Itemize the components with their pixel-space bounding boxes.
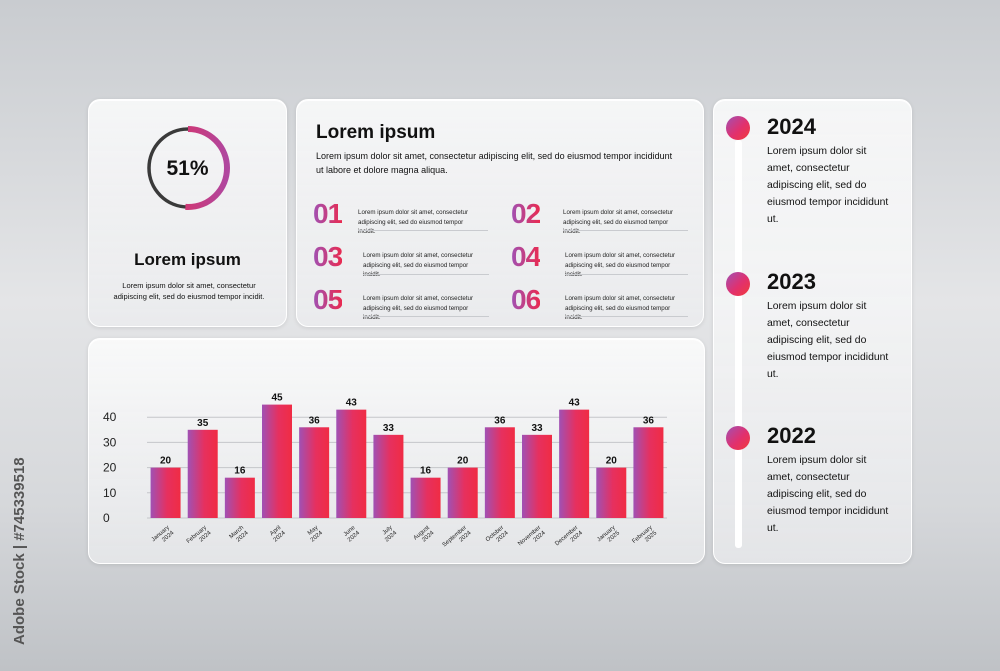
bar-value-label: 20	[160, 456, 172, 467]
timeline-line	[735, 140, 742, 548]
timeline-year: 2022	[767, 423, 816, 448]
item-divider	[565, 274, 688, 275]
y-tick-label: 40	[103, 410, 117, 424]
bar-value-label: 43	[346, 398, 358, 409]
bar-value-label: 45	[271, 393, 283, 404]
bar	[150, 467, 181, 518]
bar	[373, 434, 404, 518]
bar	[262, 404, 292, 518]
item-text-06: Lorem ipsum dolor sit amet, consectetur …	[565, 295, 676, 321]
bar	[596, 467, 627, 518]
item-divider	[363, 274, 489, 275]
x-tick-label: February2024	[186, 525, 213, 551]
x-tick-label: May2024	[305, 525, 324, 544]
bar-value-label: 20	[457, 456, 469, 467]
bar	[633, 427, 664, 518]
item-text-03: Lorem ipsum dolor sit amet, consectetur …	[363, 252, 474, 278]
x-tick-label: January2025	[596, 525, 621, 549]
timeline-text: Lorem ipsum dolor sit amet, consectetur …	[767, 146, 889, 225]
features-text: Lorem ipsum dolor sit amet, consectetur …	[316, 151, 673, 175]
x-tick-label: April2024	[268, 525, 287, 544]
stock-watermark-id: Adobe Stock | #745339518	[11, 457, 28, 645]
x-tick-label: August2024	[413, 525, 436, 547]
bar-value-label: 36	[643, 415, 655, 426]
bar-chart: 0 10 20 30 40 20 35 16 45 36 43 33 16 20 36 33 43 20 36 J…	[103, 393, 667, 554]
bar	[336, 409, 367, 518]
item-number-03: 03	[313, 241, 343, 272]
summary-text: Lorem ipsum dolor sit amet, consectetur …	[113, 281, 265, 301]
item-divider	[363, 316, 489, 317]
timeline-text: Lorem ipsum dolor sit amet, consectetur …	[767, 455, 889, 534]
bar	[484, 427, 515, 518]
x-tick-label: February2025	[631, 525, 658, 551]
x-tick-label: October2024	[485, 525, 510, 549]
bar-value-label: 36	[494, 415, 506, 426]
bar-value-label: 16	[420, 466, 432, 477]
progress-ring-fill	[146, 126, 230, 210]
bar	[559, 409, 590, 518]
x-tick-label: December2024	[554, 525, 584, 553]
item-number-01: 01	[313, 198, 343, 229]
bar-value-label: 35	[197, 418, 209, 429]
y-tick-label: 0	[103, 511, 110, 525]
y-tick-label: 20	[103, 461, 117, 475]
bar-value-label: 33	[531, 423, 543, 434]
item-divider	[565, 316, 688, 317]
x-tick-label: July2024	[380, 525, 399, 544]
item-text-05: Lorem ipsum dolor sit amet, consectetur …	[363, 295, 474, 321]
features-card: Lorem ipsum Lorem ipsum dolor sit amet, …	[296, 99, 704, 327]
y-tick-label: 30	[103, 435, 117, 449]
progress-percent: 51%	[166, 157, 209, 180]
summary-title: Lorem ipsum	[134, 250, 241, 269]
item-number-05: 05	[313, 284, 343, 315]
features-title: Lorem ipsum	[316, 122, 436, 143]
bar-value-label: 20	[606, 456, 618, 467]
bar	[447, 467, 478, 518]
timeline-dot	[726, 116, 750, 140]
bar	[522, 434, 552, 518]
bar	[224, 477, 255, 518]
timeline-text: Lorem ipsum dolor sit amet, consectetur …	[767, 301, 889, 380]
item-text-04: Lorem ipsum dolor sit amet, consectetur …	[565, 252, 676, 278]
item-divider	[358, 230, 488, 231]
progress-ring	[146, 126, 230, 210]
bar-chart-card: 0 10 20 30 40 20 35 16 45 36 43 33 16 20 36 33 43 20 36 J…	[88, 338, 705, 564]
bar	[410, 477, 441, 518]
x-tick-label: November2024	[517, 525, 547, 553]
bar	[187, 429, 218, 518]
timeline-year: 2023	[767, 269, 816, 294]
bar-value-label: 33	[383, 423, 395, 434]
y-tick-label: 10	[103, 486, 117, 500]
timeline-dot	[726, 272, 750, 296]
summary-card: 51% Lorem ipsum Lorem ipsum dolor sit am…	[88, 99, 287, 327]
x-tick-label: March2024	[229, 525, 251, 546]
stock-watermark: Adobe Stock | #745339518	[11, 457, 28, 645]
timeline-dot	[726, 426, 750, 450]
x-tick-label: June2024	[342, 525, 361, 544]
item-divider	[563, 230, 688, 231]
bar-value-label: 43	[569, 398, 581, 409]
item-number-04: 04	[511, 241, 541, 272]
x-tick-label: January2024	[151, 525, 176, 549]
x-tick-label: September2024	[442, 525, 473, 554]
bar	[299, 427, 330, 518]
item-text-01: Lorem ipsum dolor sit amet, consectetur …	[358, 209, 469, 235]
bar-value-label: 16	[234, 466, 246, 477]
item-number-06: 06	[511, 284, 541, 315]
item-text-02: Lorem ipsum dolor sit amet, consectetur …	[563, 209, 674, 235]
item-number-02: 02	[511, 198, 541, 229]
timeline-card: 2024 Lorem ipsum dolor sit amet, consect…	[713, 99, 912, 564]
bar-value-label: 36	[309, 415, 321, 426]
timeline-year: 2024	[767, 114, 816, 139]
